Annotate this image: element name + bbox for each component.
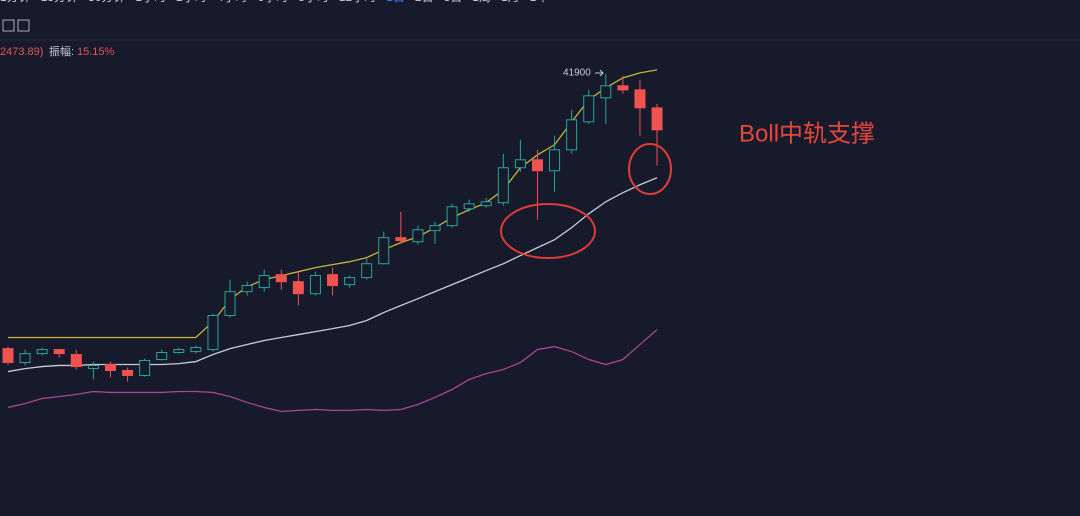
annotation: Boll中轨支撑 [739, 120, 875, 147]
amplitude-value: 15.15% [77, 46, 115, 58]
candle-body [156, 352, 168, 361]
interval-tab[interactable]: 6小时 [257, 0, 288, 4]
candle-body [344, 277, 356, 286]
indicator-line [7, 177, 658, 373]
indicator-line [7, 329, 658, 413]
info-price: 2473.89) [0, 46, 43, 58]
candle-body [53, 349, 65, 355]
circle-annotation [500, 203, 596, 259]
candle-body [463, 203, 475, 210]
interval-tab[interactable]: 1月 [501, 0, 520, 4]
toolbar-icon[interactable] [17, 19, 30, 32]
candle-body [241, 285, 253, 293]
interval-tab[interactable]: 12小时 [339, 0, 376, 4]
candle-body [2, 348, 14, 363]
candle-body [190, 347, 202, 353]
max-arrow [595, 69, 604, 77]
circle-annotation [628, 143, 672, 195]
interval-tab[interactable]: 2小时 [176, 0, 207, 4]
candle-body [634, 89, 646, 109]
toolbar-icon[interactable] [2, 19, 15, 32]
candle-body [566, 119, 578, 151]
candle-body [549, 149, 561, 172]
candle-body [583, 95, 595, 123]
candle-body [207, 315, 219, 351]
candle-body [224, 291, 236, 317]
toolbar: 1分钟 15分钟 30分钟 1小时 2小时 4小时 6小时 8小时 12小时 1日 2日 3日 1周 1月… [0, 0, 548, 4]
interval-tab[interactable]: 2日 [415, 0, 434, 4]
interval-tab[interactable]: 8小时 [298, 0, 329, 4]
candle-body [36, 349, 48, 355]
candle-body [514, 159, 526, 169]
candle-body [378, 237, 390, 265]
candle-body [122, 369, 134, 376]
candle-body [139, 359, 151, 376]
interval-tab[interactable]: 30分钟 [88, 0, 125, 4]
interval-tab[interactable]: 1年 [530, 0, 549, 4]
candle-body [87, 364, 99, 370]
max-label: 41900 [563, 68, 591, 79]
candle-body [309, 275, 321, 295]
candle-body [531, 159, 543, 172]
candle-body [327, 274, 339, 287]
candle-body [497, 167, 509, 204]
candle-body [395, 237, 407, 242]
amplitude-label: 振幅: [49, 44, 74, 58]
interval-tab[interactable]: 3日 [444, 0, 463, 4]
candle-body [173, 349, 185, 354]
candle-body [19, 353, 31, 363]
candle-body [617, 85, 629, 91]
candle-body [292, 281, 304, 295]
candle-body [480, 201, 492, 207]
candle-body [651, 107, 663, 131]
interval-tab[interactable]: 1分钟 [0, 0, 31, 4]
interval-tab[interactable]: 1周 [472, 0, 491, 4]
candle-body [446, 206, 458, 227]
candle-body [104, 364, 116, 371]
candle-body [70, 354, 82, 368]
candle-body [412, 229, 424, 243]
interval-tab[interactable]: 1小时 [135, 0, 166, 4]
plot [2, 69, 663, 413]
candle-body [258, 275, 270, 289]
candle-body [275, 274, 287, 283]
interval-tab[interactable]: 4小时 [217, 0, 248, 4]
candle-body [600, 85, 612, 99]
interval-tab[interactable]: 1日 [386, 0, 405, 4]
candle-body [361, 263, 373, 279]
indicator-line [8, 69, 658, 339]
candle-body [429, 225, 441, 232]
interval-tab[interactable]: 15分钟 [41, 0, 78, 4]
